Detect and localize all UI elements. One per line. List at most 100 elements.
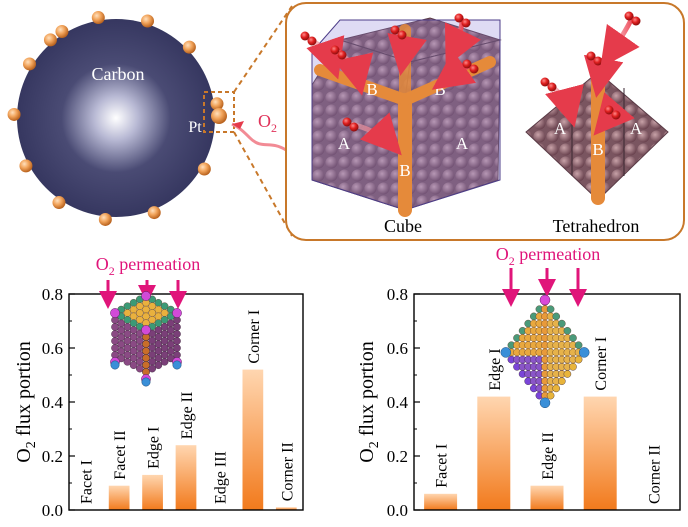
bar [275,507,297,510]
chart-cube-flux: O2 flux portion 0.0 0.2 0.4 0.6 0.8 Facet I Fac… [13,254,304,520]
inset-atom [135,364,144,373]
category-label: Corner II [279,442,296,501]
o2-atom [454,13,464,23]
inset-atom [142,354,150,362]
inset-corner-atom [578,347,590,358]
y-tick-label: 0.0 [42,501,63,520]
callout-line-bottom [233,131,293,237]
bar [242,369,264,510]
pt-label: Pt [188,119,202,136]
bar [583,396,617,510]
inset-atom [552,312,561,321]
category-label: Edge I [487,348,504,390]
o2-atom [624,11,634,21]
cube-site-b-left: B [366,80,377,99]
o2-atom [337,50,347,60]
tetra-site-b: B [592,140,603,159]
pt-particle [197,162,211,176]
o2-molecules [300,11,641,156]
carbon-sphere [17,19,215,217]
o2-atom [586,51,596,61]
inset-atom [569,334,577,342]
o2-atom [469,64,479,74]
y-tick-label: 0.8 [387,285,408,304]
pt-particle [22,57,36,71]
callout-box-small [203,91,235,133]
inset-corner-atom [500,347,512,358]
tetrahedron-label: Tetrahedron [553,216,640,236]
o2-trajectory-arrow [600,15,640,69]
o2-atom [349,122,359,132]
y-tick-label: 0.4 [42,393,64,412]
o2-atom [307,36,317,46]
category-label: Facet I [434,444,451,488]
pt-particle [52,196,66,210]
category-label: Facet II [112,430,129,479]
bar [477,396,511,510]
bar [108,485,130,510]
inset-corner-atom [110,308,120,318]
o2-atom [397,30,407,40]
bar [530,485,564,510]
inset-atom [563,370,572,378]
y-tick-label: 0.2 [387,447,408,466]
pt-particle-highlighted [211,108,227,124]
o2-atom [342,117,352,127]
cube-site-a-right: A [456,134,469,153]
o2-incoming-arrowhead [232,121,244,129]
inset-corner-atom [141,291,151,301]
o2-atom [461,18,471,28]
o2-atom [300,31,310,41]
pt-particle [91,11,105,25]
inset-corner-atom [539,294,551,306]
inset-cube-particle [110,291,182,387]
inset-atom [154,361,163,370]
bar [175,445,197,510]
inset-atom [129,361,138,370]
inset-atom [558,319,566,328]
o2-label-left: O2 [258,111,277,135]
o2-atom [593,56,603,66]
pt-particle [55,24,69,38]
inset-tetrahedron-particle [500,294,590,409]
inset-atom [546,391,555,400]
tetra-site-a-right: A [630,119,643,138]
category-label: Corner II [646,445,663,504]
tetra-site-a-left: A [554,119,567,138]
y-tick-label: 0.6 [387,339,408,358]
inset-corner-atom [141,377,151,387]
bar [424,493,458,510]
inset-atom [574,355,583,364]
inset-corner-atom [141,325,151,335]
cube-site-a-left: A [338,134,351,153]
inset-atom [142,347,150,355]
pt-particle [43,33,57,47]
y-tick-label: 0.2 [42,447,63,466]
category-label: Corner I [593,337,610,391]
y-tick-label: 0.4 [387,393,409,412]
cube-label: Cube [384,216,422,236]
pt-particle [210,97,224,111]
inset-atom [148,364,156,373]
y-tick-label: 0.0 [387,501,408,520]
inset-atom [142,340,150,348]
inset-atom [574,341,583,350]
y-axis-title: O2 flux portion [356,341,382,462]
pt-particle [19,159,33,173]
pt-particle [98,212,112,226]
pt-particle [141,14,155,28]
y-axis-title: O2 flux portion [13,341,39,462]
category-label: Edge I [146,427,163,469]
callout-line-top [233,5,293,93]
cube-site-b-bottom: B [399,161,410,180]
pt-particle [7,107,21,121]
inset-atom [142,361,150,369]
pt-nanoparticles [7,11,227,226]
o2-atom [547,82,557,92]
inset-atom [123,357,132,366]
y-tick-label: 0.8 [42,285,63,304]
permeation-title: O2 permeation [96,254,200,278]
category-label: Edge II [179,392,196,440]
inset-atom [569,362,577,371]
